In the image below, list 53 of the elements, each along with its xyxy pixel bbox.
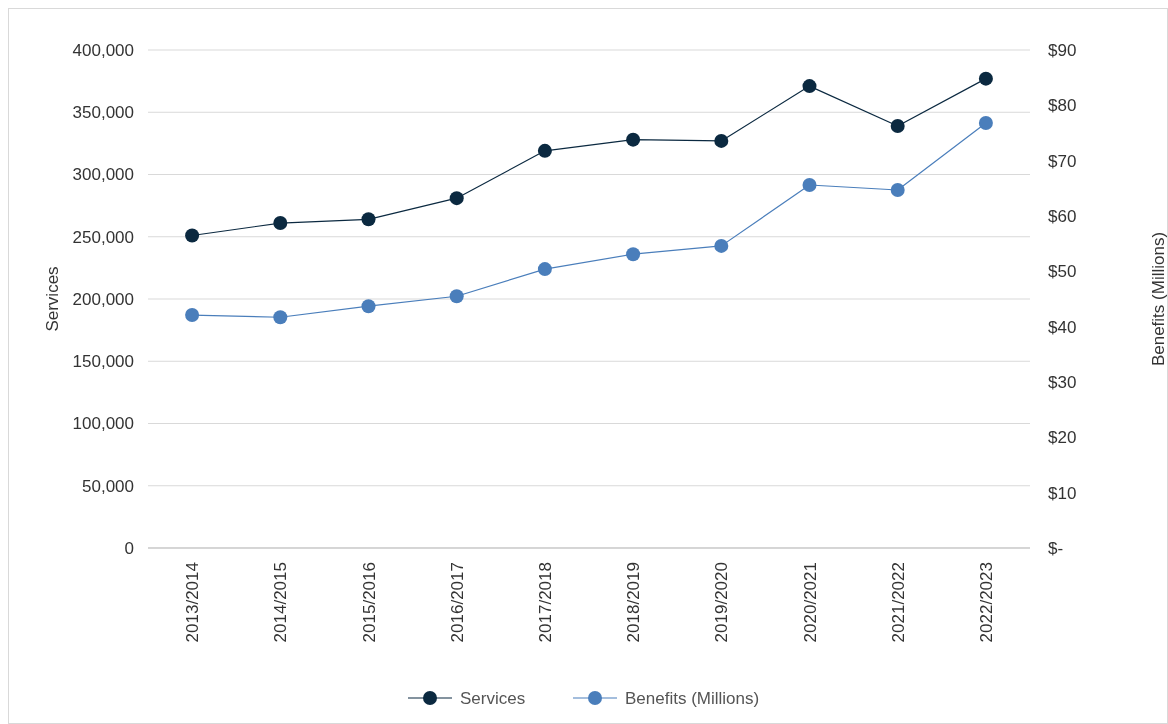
point	[978, 116, 993, 131]
y-tick-label: 0	[124, 538, 134, 558]
point	[802, 79, 817, 94]
y-tick-label: 100,000	[72, 414, 134, 434]
x-tick-label: 2018/2019	[624, 562, 644, 643]
y-tick-label: 150,000	[72, 352, 134, 372]
point	[185, 228, 200, 243]
point	[802, 178, 817, 193]
x-tick-label: 2014/2015	[271, 562, 291, 643]
y2-axis-title: Benefits (Millions)	[1149, 231, 1168, 367]
point	[361, 299, 376, 314]
y-tick-label: 200,000	[72, 289, 134, 309]
point	[537, 143, 552, 158]
x-tick-label: 2015/2016	[359, 562, 379, 643]
x-tick-label: 2022/2023	[976, 562, 996, 643]
x-tick-label: 2021/2022	[888, 562, 908, 643]
y2-tick-label: $70	[1048, 151, 1077, 171]
point	[626, 132, 641, 147]
legend-label: Benefits (Millions)	[625, 688, 760, 708]
y-tick-label: 50,000	[82, 476, 134, 496]
x-tick-label: 2019/2020	[712, 562, 732, 643]
y2-tick-label: $90	[1048, 40, 1077, 60]
point	[449, 191, 464, 206]
x-tick-label: 2017/2018	[535, 562, 555, 643]
point	[890, 182, 905, 197]
y2-tick-label: $10	[1048, 483, 1077, 503]
legend-label: Services	[460, 688, 526, 708]
x-tick-label: 2020/2021	[800, 562, 820, 643]
y2-tick-label: $40	[1048, 317, 1077, 337]
x-tick-label: 2016/2017	[447, 562, 467, 643]
point	[449, 289, 464, 304]
point	[185, 308, 200, 323]
y-tick-label: 400,000	[72, 40, 134, 60]
point	[714, 133, 729, 148]
y2-tick-label: $50	[1048, 262, 1077, 282]
y2-tick-label: $20	[1048, 428, 1077, 448]
y-tick-label: 300,000	[72, 165, 134, 185]
point	[361, 212, 376, 227]
point	[537, 262, 552, 277]
point	[273, 310, 288, 325]
point	[714, 238, 729, 253]
y2-tick-label: $80	[1048, 96, 1077, 116]
y2-tick-label: $30	[1048, 372, 1077, 392]
y2-tick-label: $60	[1048, 206, 1077, 226]
x-tick-label: 2013/2014	[183, 562, 203, 643]
point	[626, 247, 641, 262]
y2-tick-label: $-	[1048, 538, 1064, 558]
y-tick-label: 250,000	[72, 227, 134, 247]
point	[890, 118, 905, 133]
y-axis-title: Services	[43, 266, 62, 332]
y-tick-label: 350,000	[72, 103, 134, 123]
point	[978, 71, 993, 86]
point	[273, 216, 288, 231]
